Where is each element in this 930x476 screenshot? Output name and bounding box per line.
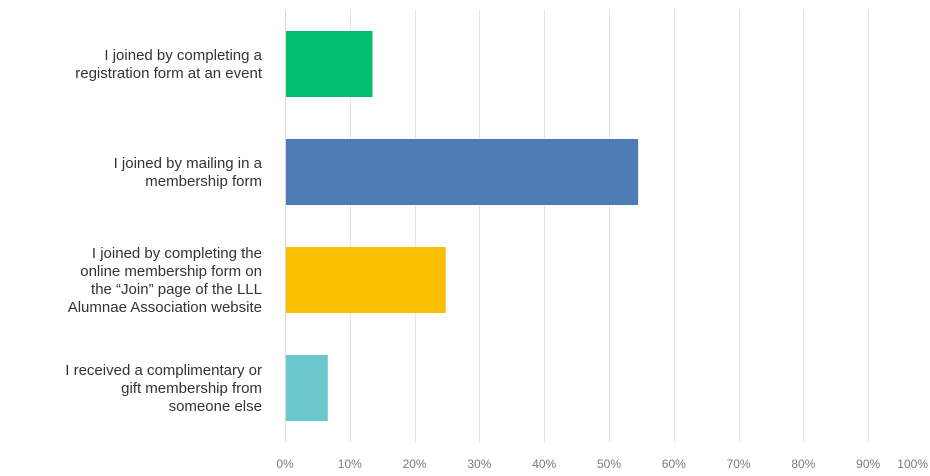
bar-0: [286, 31, 373, 97]
bar-2: [286, 247, 446, 313]
x-tick-label: 20%: [403, 457, 427, 471]
bar-3: [286, 355, 328, 421]
category-label-line: registration form at an event: [75, 65, 263, 82]
gridlines: [285, 10, 869, 442]
x-tick-label: 60%: [662, 457, 686, 471]
category-label-line: gift membership from: [121, 380, 262, 397]
x-tick-label: 30%: [467, 457, 491, 471]
category-label-line: I joined by completing the: [92, 245, 262, 262]
category-label-line: the “Join” page of the LLL: [91, 281, 262, 298]
category-label-line: membership form: [145, 173, 262, 190]
category-label-line: online membership form on: [80, 263, 262, 280]
x-tick-label: 90%: [856, 457, 880, 471]
x-tick-label: 40%: [532, 457, 556, 471]
category-label-0: I joined by completing a registration for…: [75, 47, 263, 82]
category-label-2: I joined by completing the online members…: [68, 245, 262, 316]
category-label-1: I joined by mailing in a membership form: [114, 155, 263, 190]
bars: [286, 31, 639, 421]
x-tick-label: 70%: [727, 457, 751, 471]
x-axis-ticks: 0% 10% 20% 30% 40% 50% 60% 70% 80% 90% 100%: [276, 457, 928, 471]
x-tick-label: 0%: [276, 457, 294, 471]
category-label-line: someone else: [169, 398, 262, 415]
x-tick-label: 100%: [897, 457, 928, 471]
x-tick-label: 10%: [338, 457, 362, 471]
category-label-line: I joined by completing a: [104, 47, 262, 64]
x-tick-label: 50%: [597, 457, 621, 471]
x-tick-label: 80%: [791, 457, 815, 471]
category-label-line: Alumnae Association website: [68, 299, 262, 316]
category-label-line: I received a complimentary or: [65, 362, 262, 379]
category-label-3: I received a complimentary or gift member…: [65, 362, 262, 415]
bar-1: [286, 139, 639, 205]
category-labels: I joined by completing a registration for…: [65, 47, 263, 415]
category-label-line: I joined by mailing in a: [114, 155, 263, 172]
